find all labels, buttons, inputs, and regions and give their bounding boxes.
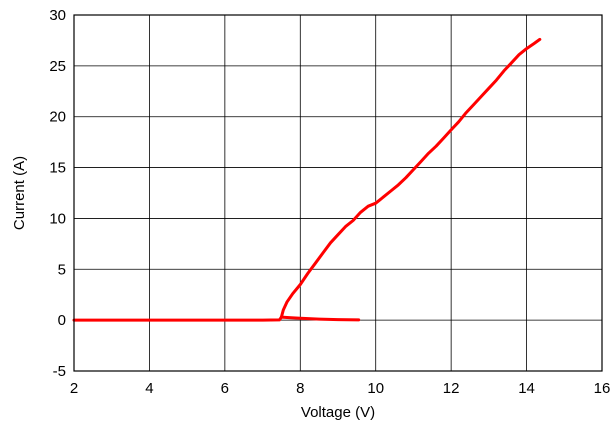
y-tick-label: 25 bbox=[49, 58, 66, 75]
x-tick-label: 4 bbox=[145, 380, 153, 397]
x-tick-label: 16 bbox=[594, 380, 611, 397]
y-tick-label: 5 bbox=[58, 261, 66, 278]
y-tick-label: 20 bbox=[49, 109, 66, 126]
y-axis-title: Current (A) bbox=[11, 156, 28, 230]
y-tick-label: 30 bbox=[49, 7, 66, 24]
y-tick-label: 15 bbox=[49, 160, 66, 177]
y-tick-label: 0 bbox=[58, 312, 66, 329]
series-line-2 bbox=[279, 315, 361, 322]
x-axis-title: Voltage (V) bbox=[301, 404, 375, 421]
x-tick-label: 6 bbox=[221, 380, 229, 397]
y-tick-label: 10 bbox=[49, 210, 66, 227]
y-tick-labels: -5 0 5 10 15 20 25 30 bbox=[49, 7, 66, 380]
series-layer bbox=[72, 37, 542, 322]
y-tick-label: -5 bbox=[53, 363, 66, 380]
series-line-1 bbox=[72, 37, 542, 322]
x-tick-label: 12 bbox=[443, 380, 460, 397]
x-tick-labels: 2 4 6 8 10 12 14 16 bbox=[70, 380, 611, 397]
x-tick-label: 14 bbox=[518, 380, 535, 397]
plot-frame bbox=[73, 14, 603, 372]
x-tick-label: 8 bbox=[296, 380, 304, 397]
grid-lines bbox=[74, 15, 602, 371]
x-tick-label: 10 bbox=[367, 380, 384, 397]
x-tick-label: 2 bbox=[70, 380, 78, 397]
